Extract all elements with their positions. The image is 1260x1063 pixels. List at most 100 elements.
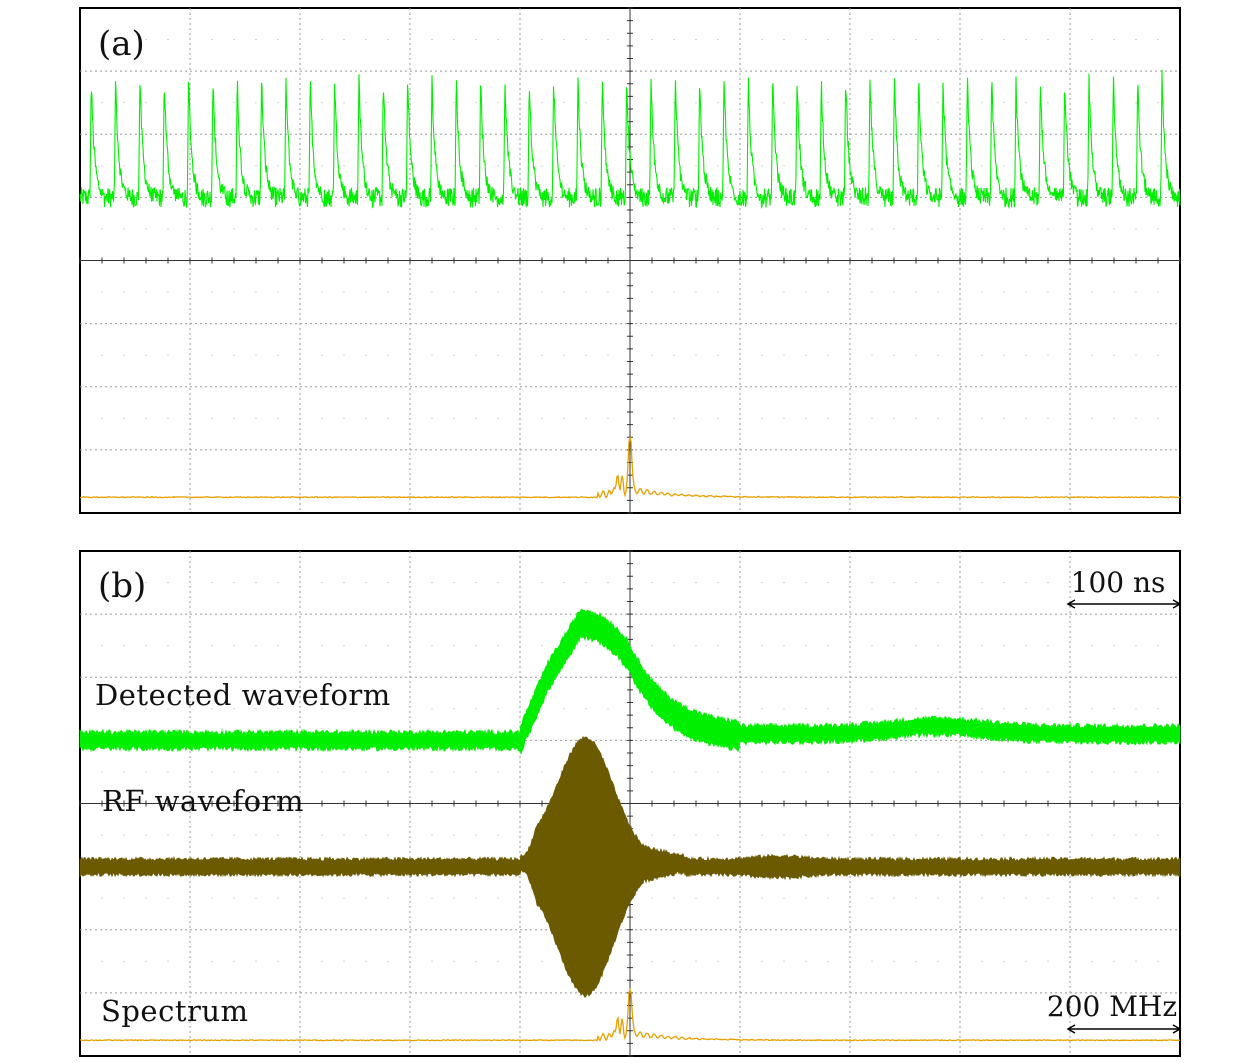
grid-dot bbox=[871, 960, 873, 962]
grid-dot bbox=[915, 834, 917, 836]
grid-dot bbox=[431, 771, 433, 773]
grid-dot bbox=[805, 165, 807, 167]
grid-dot bbox=[761, 228, 763, 230]
grid-dot bbox=[805, 645, 807, 647]
grid-dot bbox=[101, 834, 103, 836]
grid-dot bbox=[1003, 708, 1005, 710]
grid-dot bbox=[607, 582, 609, 584]
grid-dot bbox=[1091, 897, 1093, 899]
grid-dot bbox=[167, 834, 169, 836]
grid-dot bbox=[387, 417, 389, 419]
grid-dot bbox=[805, 39, 807, 41]
grid-dot bbox=[1003, 897, 1005, 899]
grid-dot bbox=[431, 165, 433, 167]
grid-dot bbox=[431, 897, 433, 899]
grid-dot bbox=[475, 960, 477, 962]
grid-dot bbox=[255, 645, 257, 647]
grid-dot bbox=[497, 897, 499, 899]
grid-dot bbox=[233, 960, 235, 962]
grid-dot bbox=[871, 102, 873, 104]
grid-dot bbox=[717, 291, 719, 293]
grid-dot bbox=[673, 354, 675, 356]
grid-dot bbox=[277, 645, 279, 647]
grid-dot bbox=[1025, 102, 1027, 104]
grid-dot bbox=[145, 834, 147, 836]
grid-dot bbox=[805, 897, 807, 899]
grid-dot bbox=[651, 897, 653, 899]
grid-dot bbox=[651, 834, 653, 836]
grid-dot bbox=[717, 897, 719, 899]
grid-dot bbox=[937, 102, 939, 104]
grid-dot bbox=[1113, 645, 1115, 647]
grid-dot bbox=[1025, 834, 1027, 836]
grid-dot bbox=[365, 417, 367, 419]
grid-dot bbox=[101, 291, 103, 293]
grid-dot bbox=[1003, 417, 1005, 419]
grid-dot bbox=[541, 39, 543, 41]
grid-dot bbox=[937, 708, 939, 710]
grid-dot bbox=[233, 771, 235, 773]
grid-dot bbox=[805, 354, 807, 356]
grid-dot bbox=[453, 228, 455, 230]
grid-dot bbox=[321, 771, 323, 773]
grid-dot bbox=[1003, 39, 1005, 41]
grid-dot bbox=[1047, 39, 1049, 41]
grid-dot bbox=[123, 645, 125, 647]
grid-dot bbox=[101, 39, 103, 41]
grid-dot bbox=[937, 291, 939, 293]
grid-dot bbox=[387, 960, 389, 962]
grid-dot bbox=[585, 708, 587, 710]
grid-dot bbox=[915, 228, 917, 230]
grid-dot bbox=[453, 39, 455, 41]
grid-dot bbox=[475, 102, 477, 104]
grid-dot bbox=[211, 897, 213, 899]
grid-dot bbox=[211, 960, 213, 962]
grid-dot bbox=[145, 897, 147, 899]
grid-dot bbox=[1025, 771, 1027, 773]
grid-dot bbox=[1157, 897, 1159, 899]
grid-dot bbox=[1047, 708, 1049, 710]
grid-dot bbox=[541, 417, 543, 419]
grid-dot bbox=[343, 354, 345, 356]
grid-dot bbox=[563, 228, 565, 230]
time-scale-arrow bbox=[1066, 599, 1182, 609]
grid-dot bbox=[145, 645, 147, 647]
grid-dot bbox=[497, 417, 499, 419]
grid-dot bbox=[541, 960, 543, 962]
grid-dot bbox=[563, 708, 565, 710]
panel-a-traces bbox=[79, 69, 1181, 499]
grid-dot bbox=[211, 834, 213, 836]
grid-dot bbox=[453, 960, 455, 962]
grid-dot bbox=[651, 960, 653, 962]
grid-dot bbox=[123, 165, 125, 167]
grid-dot bbox=[1047, 771, 1049, 773]
grid-dot bbox=[1091, 582, 1093, 584]
grid-dot bbox=[673, 834, 675, 836]
grid-dot bbox=[255, 708, 257, 710]
grid-dot bbox=[365, 834, 367, 836]
grid-dot bbox=[717, 834, 719, 836]
grid-dot bbox=[365, 645, 367, 647]
time-scale-label: 100 ns bbox=[1071, 566, 1166, 599]
grid-dot bbox=[255, 834, 257, 836]
grid-dot bbox=[827, 39, 829, 41]
grid-dot bbox=[1091, 39, 1093, 41]
grid-dot bbox=[387, 39, 389, 41]
grid-dot bbox=[1091, 165, 1093, 167]
grid-dot bbox=[453, 417, 455, 419]
grid-dot bbox=[1135, 645, 1137, 647]
grid-dot bbox=[365, 39, 367, 41]
grid-dot bbox=[805, 771, 807, 773]
grid-dot bbox=[277, 39, 279, 41]
grid-dot bbox=[541, 771, 543, 773]
grid-dot bbox=[1091, 960, 1093, 962]
grid-dot bbox=[673, 582, 675, 584]
grid-dot bbox=[541, 102, 543, 104]
grid-dot bbox=[123, 102, 125, 104]
grid-dot bbox=[233, 645, 235, 647]
grid-dot bbox=[717, 645, 719, 647]
grid-dot bbox=[453, 645, 455, 647]
grid-dot bbox=[1135, 39, 1137, 41]
grid-dot bbox=[145, 417, 147, 419]
grid-dot bbox=[871, 165, 873, 167]
